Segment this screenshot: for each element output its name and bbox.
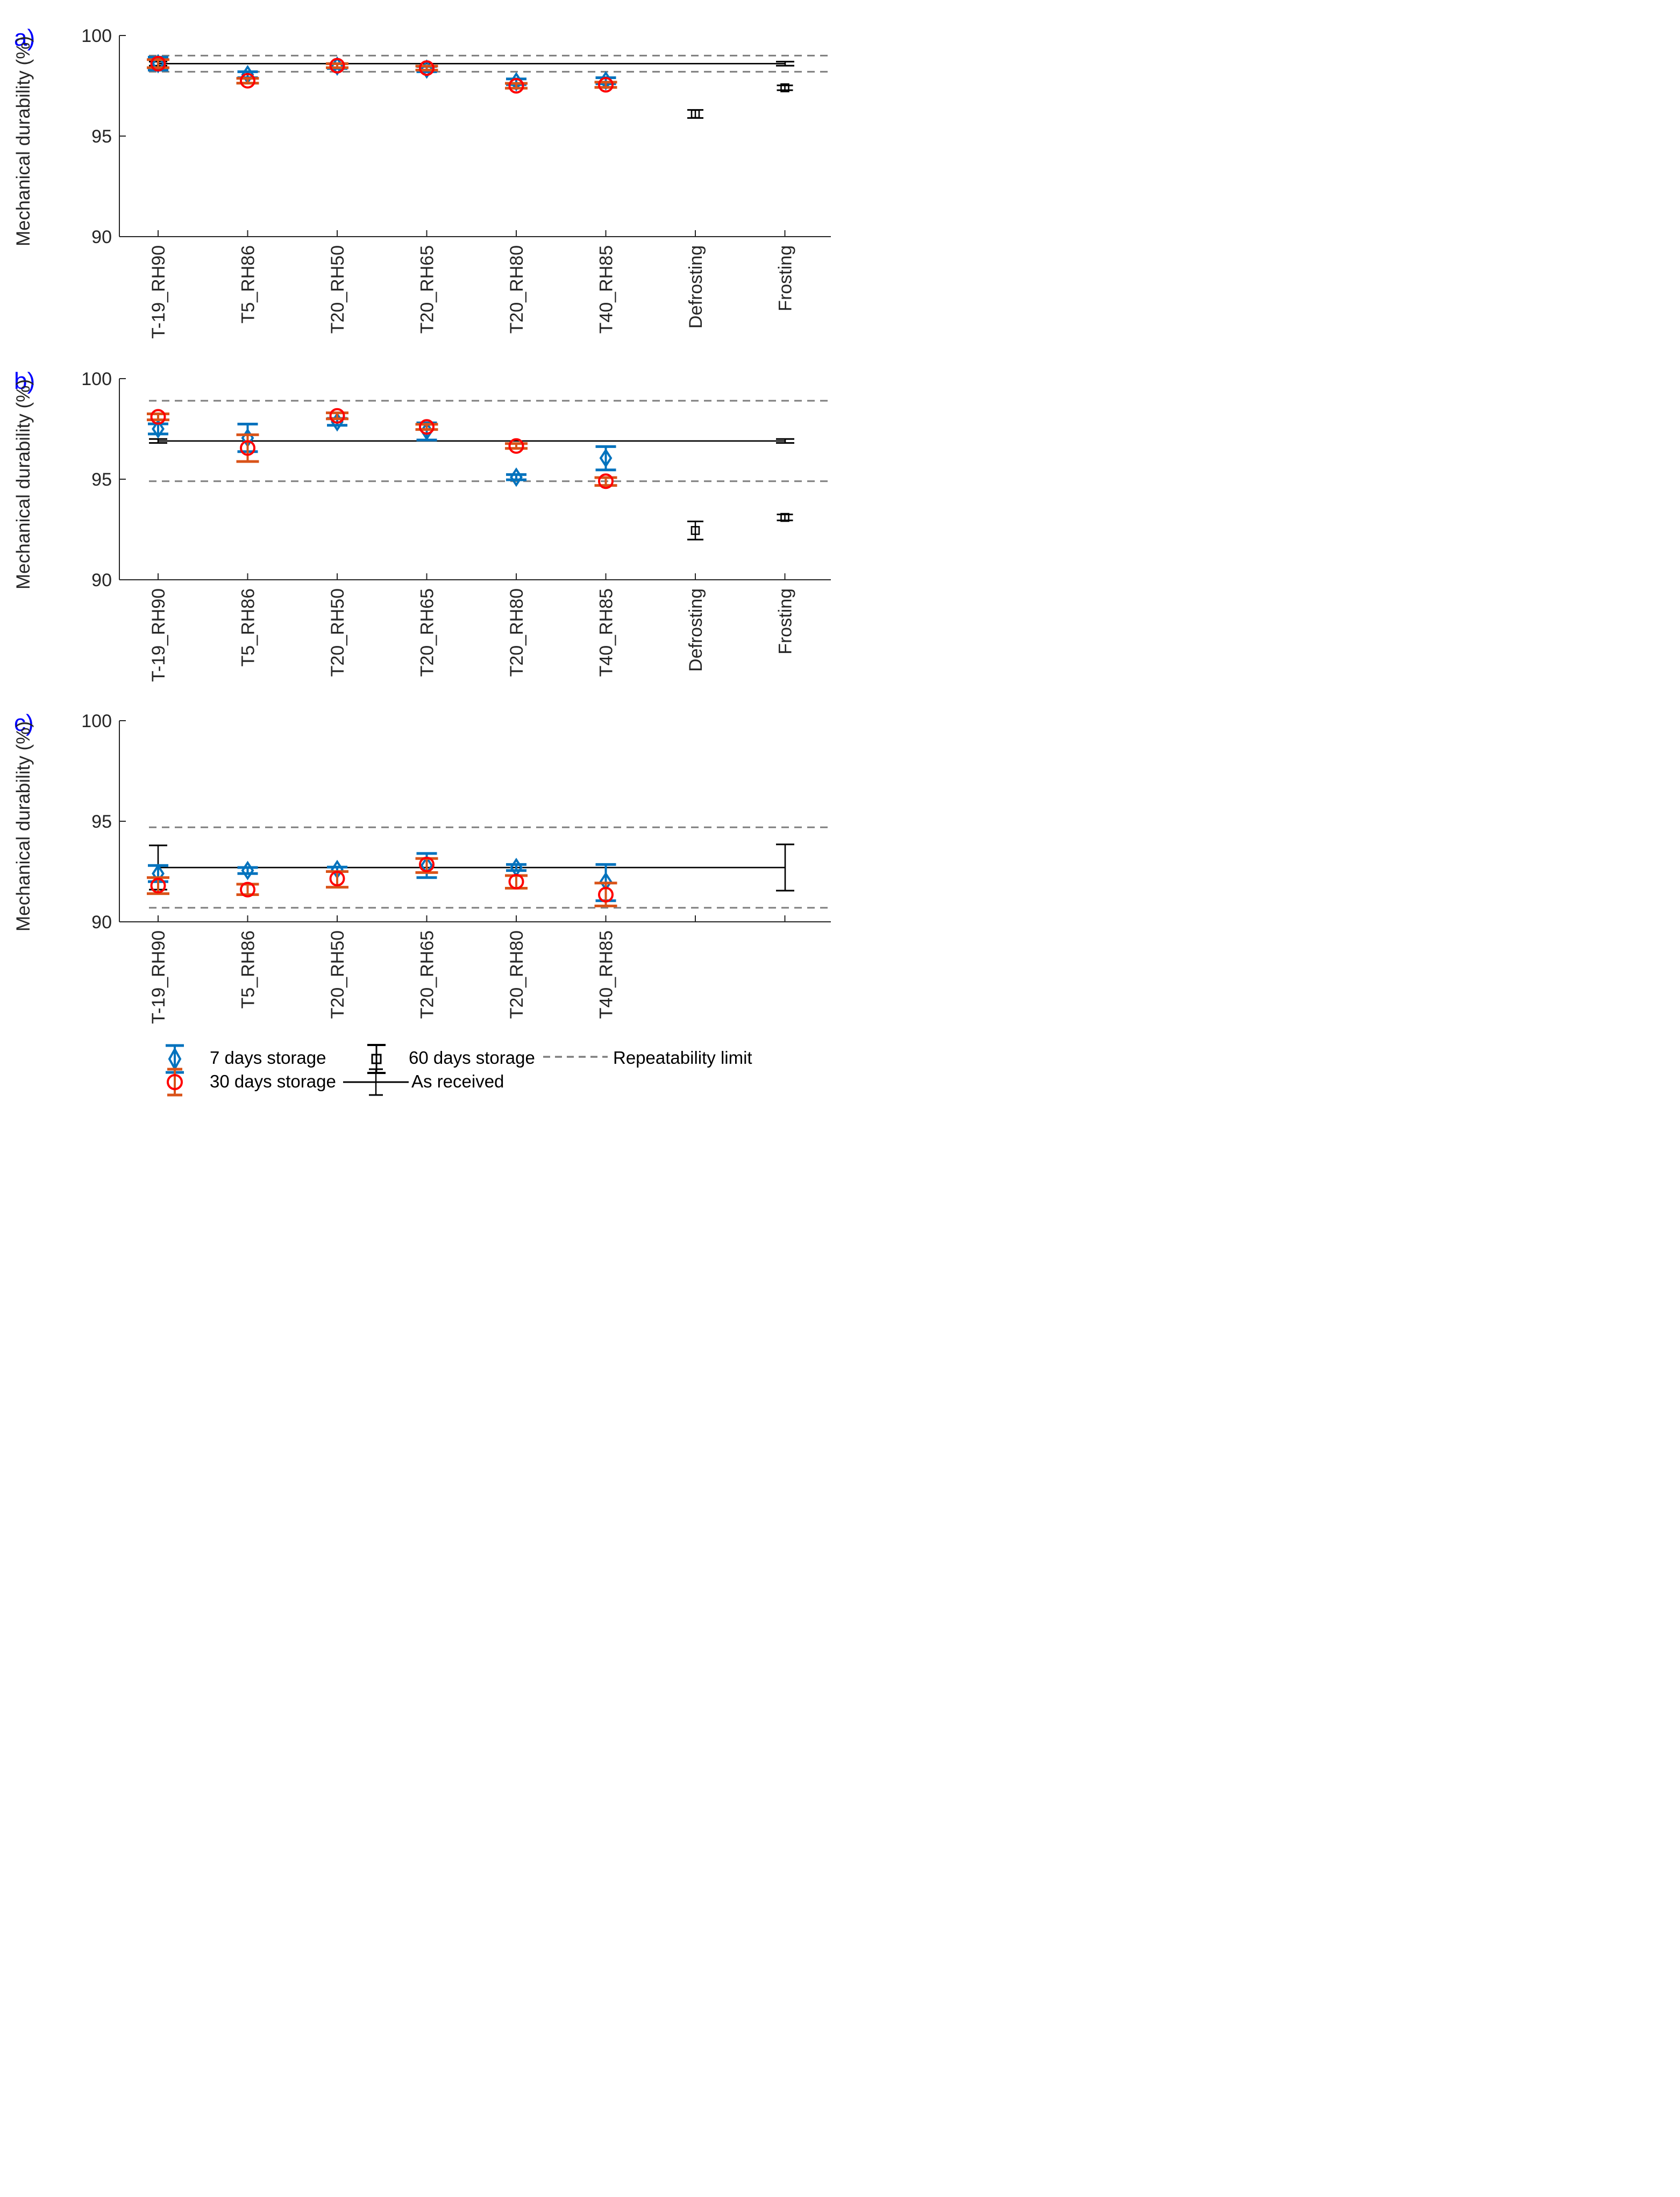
marker-circle bbox=[419, 419, 435, 435]
marker-circle bbox=[150, 878, 166, 894]
xtick-label: T20_RH80 bbox=[507, 588, 527, 677]
ytick-label: 100 bbox=[81, 369, 112, 389]
marker-circle bbox=[598, 887, 614, 903]
legend-line-errorbar-icon bbox=[343, 1068, 409, 1096]
marker-circle bbox=[329, 58, 345, 74]
marker-circle bbox=[240, 440, 255, 456]
xtick-label: T20_RH50 bbox=[328, 588, 348, 677]
xtick-label: T20_RH80 bbox=[507, 245, 527, 333]
xtick-label: Frosting bbox=[775, 588, 796, 655]
marker-circle bbox=[419, 856, 435, 872]
panel-a-letter: a) bbox=[14, 25, 35, 51]
legend-dashed-line-icon bbox=[543, 1056, 608, 1058]
ytick-label: 90 bbox=[91, 570, 112, 591]
panel-a-plot: 90 95 100 T-19_RH90 T5_RH86 T20_RH50 T20_RH65 T… bbox=[81, 26, 831, 339]
marker-circle bbox=[508, 873, 524, 890]
marker-square bbox=[690, 109, 700, 119]
marker-circle bbox=[329, 408, 345, 424]
series-60-days-storage bbox=[687, 513, 793, 541]
marker-circle bbox=[240, 73, 255, 89]
xtick-label: T-19_RH90 bbox=[148, 245, 169, 339]
marker-circle bbox=[240, 881, 255, 898]
marker-circle bbox=[150, 55, 166, 72]
xtick-label: T5_RH86 bbox=[238, 930, 259, 1009]
xtick-label: T20_RH50 bbox=[328, 245, 348, 333]
ytick-label: 100 bbox=[81, 26, 112, 46]
panel-c-plot: 90 95 100 T-19_RH90 T5_RH86 T20_RH50 T20_RH65 T… bbox=[81, 711, 831, 1024]
ytick-label: 90 bbox=[91, 227, 112, 247]
xtick-label: T40_RH85 bbox=[596, 930, 617, 1019]
panel-b-plot: 90 95 100 T-19_RH90 T5_RH86 T20_RH50 T20_RH65 T… bbox=[81, 369, 831, 682]
xtick-label: Frosting bbox=[775, 245, 796, 311]
axes: 90 95 100 T-19_RH90 T5_RH86 T20_RH50 T20_RH65 T… bbox=[81, 711, 831, 1024]
repeatability-limit-lines bbox=[149, 826, 829, 909]
series-60-days-storage bbox=[687, 83, 793, 119]
xtick-label: T5_RH86 bbox=[238, 588, 259, 667]
xtick-label: T-19_RH90 bbox=[148, 930, 169, 1024]
legend-label-30-days: 30 days storage bbox=[210, 1071, 336, 1091]
figure-canvas: a) b) c) Mechanical durability (%) Mecha… bbox=[0, 0, 840, 1098]
marker-diamond bbox=[599, 448, 613, 468]
marker-circle bbox=[508, 78, 524, 94]
xtick-label: T20_RH80 bbox=[507, 930, 527, 1019]
as-received-line bbox=[149, 61, 794, 67]
xtick-label: T20_RH50 bbox=[328, 930, 348, 1019]
xtick-label: T20_RH65 bbox=[417, 245, 438, 333]
series-7-days-storage bbox=[148, 54, 616, 92]
axes: 90 95 100 T-19_RH90 T5_RH86 T20_RH50 T20_RH65 T… bbox=[81, 26, 831, 339]
xtick-label: T20_RH65 bbox=[417, 930, 438, 1019]
series-7-days-storage bbox=[148, 412, 616, 487]
series-30-days-storage bbox=[147, 408, 617, 489]
xtick-label: T5_RH86 bbox=[238, 245, 259, 324]
xtick-label: T40_RH85 bbox=[596, 588, 617, 677]
panel-b-letter: b) bbox=[14, 368, 35, 394]
legend-label-7-days: 7 days storage bbox=[210, 1048, 326, 1068]
axes: 90 95 100 T-19_RH90 T5_RH86 T20_RH50 T20_RH65 T… bbox=[81, 369, 831, 682]
ytick-label: 95 bbox=[91, 812, 112, 832]
marker-circle bbox=[329, 871, 345, 887]
ytick-label: 95 bbox=[91, 470, 112, 490]
series-7-days-storage bbox=[148, 852, 616, 902]
marker-circle bbox=[419, 60, 435, 76]
legend-label-repeatability: Repeatability limit bbox=[613, 1048, 752, 1068]
ytick-label: 95 bbox=[91, 126, 112, 147]
xtick-label: T-19_RH90 bbox=[148, 588, 169, 682]
marker-diamond bbox=[241, 861, 254, 880]
ytick-label: 90 bbox=[91, 912, 112, 933]
repeatability-limit-lines bbox=[149, 54, 829, 73]
xtick-label: Defrosting bbox=[686, 245, 706, 329]
marker-circle bbox=[508, 438, 524, 454]
series-30-days-storage bbox=[147, 856, 617, 907]
legend-circle-errorbar-icon bbox=[167, 1068, 183, 1097]
series-30-days-storage bbox=[147, 55, 617, 94]
marker-square bbox=[780, 513, 789, 522]
ytick-label: 100 bbox=[81, 711, 112, 731]
marker-square bbox=[780, 83, 789, 93]
marker-circle bbox=[150, 409, 166, 425]
marker-circle bbox=[598, 473, 614, 489]
as-received-line bbox=[149, 438, 794, 444]
panel-c-letter: c) bbox=[14, 710, 34, 736]
xtick-label: Defrosting bbox=[686, 588, 706, 672]
repeatability-limit-lines bbox=[149, 400, 829, 482]
xtick-label: T40_RH85 bbox=[596, 245, 617, 333]
xtick-label: T20_RH65 bbox=[417, 588, 438, 677]
legend-label-60-days: 60 days storage bbox=[409, 1048, 535, 1068]
marker-square bbox=[690, 526, 700, 535]
marker-diamond bbox=[510, 467, 523, 487]
legend-label-as-received: As received bbox=[411, 1071, 504, 1091]
marker-diamond bbox=[152, 419, 165, 439]
marker-circle bbox=[598, 77, 614, 93]
